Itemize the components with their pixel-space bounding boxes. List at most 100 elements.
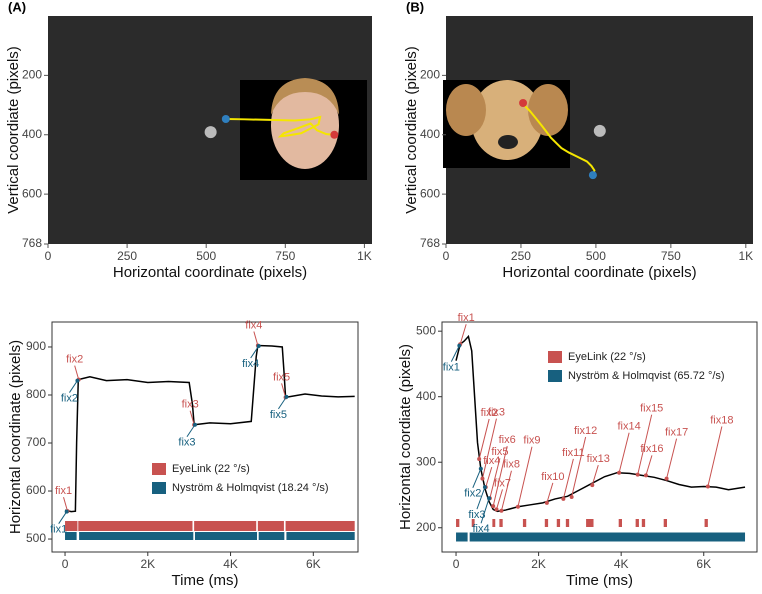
x-tick-label: 0 (45, 249, 52, 263)
fixation-label: fix8 (503, 459, 520, 471)
y-tick-label: 400 (420, 127, 440, 141)
label-leader (74, 365, 80, 380)
x-tick-label: 0 (443, 249, 450, 263)
label-leader (277, 396, 287, 410)
y-tick-label: 768 (420, 236, 440, 250)
label-leader (478, 418, 490, 460)
detected-fixation (704, 519, 708, 527)
fixation-label: fix9 (523, 435, 540, 447)
fixation-label: fix10 (541, 471, 564, 483)
fixation-label: fix11 (562, 447, 584, 459)
detected-fixation (286, 532, 355, 540)
fixation-point (499, 508, 504, 513)
fixation-point (478, 466, 483, 471)
fixation-label: fix7 (494, 477, 511, 489)
y-tick-label: 600 (420, 186, 440, 200)
y-tick-label: 500 (416, 323, 436, 337)
label-leader (472, 468, 482, 488)
y-tick-label: 200 (22, 68, 42, 82)
fixation-label: fix14 (617, 421, 640, 433)
label-leader (63, 497, 68, 512)
panel-label: (A) (8, 0, 26, 14)
fixation-point (256, 344, 261, 349)
y-tick-label: 400 (416, 389, 436, 403)
fixation-point (617, 470, 622, 475)
detected-fixation (456, 532, 468, 542)
fixation-point (664, 476, 669, 481)
x-tick-label: 2K (531, 557, 546, 571)
x-axis-title: Time (ms) (566, 572, 633, 589)
fixation-label: fix2 (61, 392, 78, 404)
detected-fixation (285, 521, 355, 531)
x-tick-label: 6K (306, 557, 321, 571)
x-tick-label: 1K (357, 249, 372, 263)
fixation-point (487, 496, 492, 501)
label-leader (500, 470, 512, 511)
fixation-label: fix5 (273, 371, 290, 383)
fixation-target (593, 124, 606, 137)
fixation-point (705, 484, 710, 489)
label-leader (189, 410, 195, 425)
x-axis-title: Horizontal coordinate (pixels) (502, 264, 696, 281)
x-tick-label: 4K (223, 557, 238, 571)
fixation-label: fix4 (242, 358, 259, 370)
y-axis-title: Horizontal coordinate (pixels) (7, 340, 24, 534)
gaze-end (330, 130, 339, 139)
fixation-label: fix12 (574, 425, 597, 437)
fixation-point (284, 394, 289, 399)
detected-fixation (471, 519, 475, 527)
legend-swatch (152, 482, 166, 494)
fixation-label: fix2 (464, 488, 481, 500)
fixation-point (494, 507, 499, 512)
detected-fixation (544, 519, 549, 527)
y-axis-title: Horizontal coordiate (pixels) (397, 344, 414, 530)
fixation-point (569, 494, 574, 499)
y-tick-label: 300 (416, 454, 436, 468)
legend-label: EyeLink (22 °/s) (172, 463, 250, 475)
x-tick-label: 250 (117, 249, 137, 263)
x-tick-label: 2K (140, 557, 155, 571)
y-tick-label: 600 (26, 483, 46, 497)
label-leader (250, 345, 260, 359)
detected-fixation (663, 519, 667, 527)
y-tick-label: 900 (26, 339, 46, 353)
y-tick-label: 200 (420, 68, 440, 82)
fixation-label: fix4 (483, 455, 500, 467)
label-leader (496, 489, 503, 510)
label-leader (58, 511, 68, 524)
fixation-label: fix3 (182, 399, 199, 411)
label-leader (591, 465, 599, 486)
fixation-point (561, 496, 566, 501)
y-tick-label: 700 (26, 435, 46, 449)
face-stimulus (240, 78, 367, 180)
x-tick-label: 250 (511, 249, 531, 263)
detected-fixation (469, 532, 746, 542)
fixation-label: fix5 (491, 446, 508, 458)
y-tick-label: 400 (22, 127, 42, 141)
fixation-label: fix3 (488, 407, 505, 419)
detected-fixation (565, 519, 570, 527)
detected-fixation (456, 519, 460, 527)
label-leader (562, 458, 574, 500)
label-leader (546, 482, 554, 503)
fixation-label: fix18 (710, 414, 733, 426)
fixation-point (635, 472, 640, 477)
label-leader (481, 418, 497, 479)
fixation-label: fix13 (587, 453, 610, 465)
panel-label: (B) (406, 0, 424, 14)
label-leader (517, 446, 533, 507)
detected-fixation (194, 521, 257, 531)
label-leader (69, 380, 78, 393)
gaze-path (225, 115, 335, 138)
y-axis-title: Vertical coordiate (pixels) (5, 46, 22, 214)
legend-swatch (548, 370, 562, 382)
legend-swatch (152, 463, 166, 475)
x-tick-label: 750 (661, 249, 681, 263)
fixation-label: fix17 (665, 427, 688, 439)
fixation-point (75, 378, 80, 383)
label-leader (492, 446, 508, 507)
fixation-point (457, 343, 462, 348)
detected-fixation (492, 519, 496, 527)
x-tick-label: 500 (586, 249, 606, 263)
